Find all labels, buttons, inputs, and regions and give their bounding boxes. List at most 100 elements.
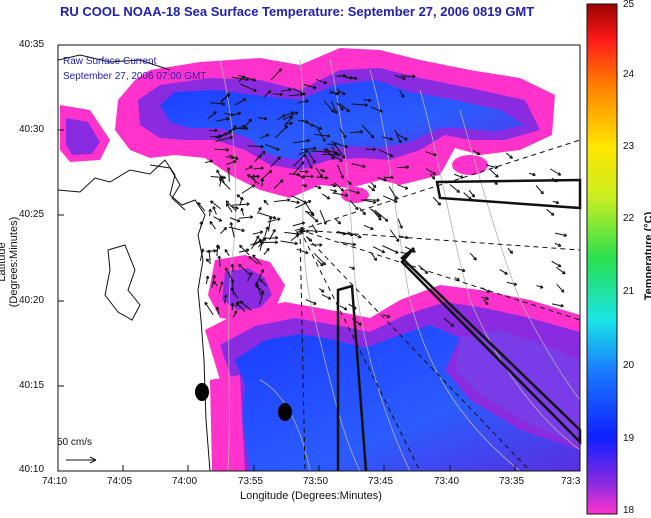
current-vector	[399, 89, 405, 98]
current-vector	[339, 103, 350, 112]
current-vector	[230, 222, 235, 238]
current-vector-head	[207, 275, 210, 279]
current-vector	[270, 156, 281, 168]
current-vector	[429, 173, 436, 180]
current-vector	[305, 299, 317, 305]
current-vector	[327, 152, 343, 162]
current-vector	[556, 283, 565, 293]
current-vector	[253, 167, 264, 170]
current-vector-head	[231, 287, 235, 290]
current-vector-head	[431, 177, 435, 180]
current-vector	[274, 125, 288, 139]
current-vector	[396, 166, 409, 169]
colorbar-tick: 24	[623, 69, 635, 80]
current-vector-head	[300, 93, 304, 97]
current-vector-head	[279, 94, 283, 97]
current-vector-head	[340, 108, 344, 111]
current-vector	[306, 149, 316, 164]
current-vector	[263, 248, 270, 256]
current-vector	[224, 267, 234, 282]
current-vector-head	[341, 156, 345, 159]
current-vector	[360, 199, 377, 203]
x-tick: 74:05	[107, 476, 133, 487]
current-vector	[370, 251, 377, 261]
current-vector-head	[324, 151, 328, 154]
current-vector	[316, 176, 329, 179]
current-vector-head	[412, 75, 416, 79]
current-vector	[316, 127, 326, 142]
current-vector	[296, 174, 305, 179]
current-vector	[247, 272, 253, 282]
current-vector	[234, 98, 247, 106]
current-vector-head	[305, 252, 309, 255]
current-vector	[315, 78, 327, 84]
current-vector-head	[372, 186, 377, 189]
current-vector-head	[362, 213, 366, 216]
current-vector	[554, 242, 562, 247]
current-vector-head	[313, 147, 317, 151]
current-vector-head	[260, 231, 264, 235]
current-vector-head	[368, 100, 372, 103]
current-vector	[555, 266, 566, 275]
current-vector-head	[267, 226, 269, 230]
current-vector	[398, 235, 409, 239]
current-vector	[349, 199, 359, 210]
current-vector-head	[252, 254, 256, 257]
current-vector-head	[246, 203, 250, 207]
current-vector	[505, 152, 513, 159]
current-vector	[332, 192, 349, 197]
current-vector	[404, 246, 416, 253]
current-vector	[374, 209, 389, 222]
current-vector	[235, 302, 246, 312]
current-vector	[268, 229, 276, 241]
current-vector	[506, 281, 517, 286]
current-vector	[218, 255, 221, 267]
current-vector-head	[289, 122, 293, 126]
current-vector-head	[245, 127, 249, 131]
current-vector	[469, 252, 477, 261]
current-vector-head	[260, 167, 264, 171]
current-vector	[239, 300, 252, 311]
current-vector	[244, 165, 253, 171]
current-vector-head	[302, 222, 306, 226]
current-vector	[238, 249, 250, 253]
current-vector	[218, 94, 230, 105]
current-vector-head	[256, 175, 260, 179]
current-vector-head	[513, 284, 517, 286]
current-vector	[238, 264, 251, 275]
current-vector-head	[337, 222, 341, 225]
current-vector-head	[456, 191, 460, 193]
current-vector	[449, 184, 460, 193]
current-vector-head	[241, 207, 244, 211]
current-vector	[284, 122, 293, 125]
colorbar-tick: 25	[623, 0, 635, 10]
current-vector	[351, 103, 368, 106]
current-vector	[216, 306, 220, 315]
current-vector-head	[268, 248, 270, 252]
current-vector-head	[229, 130, 232, 134]
x-tick: 74:00	[172, 476, 198, 487]
current-vector-head	[494, 183, 498, 185]
current-vector	[241, 208, 245, 216]
current-vector	[213, 216, 222, 222]
current-vector-head	[314, 220, 319, 223]
current-vector	[382, 245, 399, 254]
current-vector-head	[322, 139, 326, 142]
current-vector	[220, 227, 227, 234]
current-vector-head	[376, 199, 380, 203]
current-vector	[280, 240, 298, 245]
current-vector	[468, 189, 475, 198]
current-vector	[297, 119, 309, 123]
current-vector	[418, 264, 429, 274]
current-vector	[336, 231, 346, 235]
current-vector-head	[210, 200, 214, 202]
current-vector-head	[340, 176, 344, 179]
current-vector	[551, 260, 562, 268]
current-vector	[247, 174, 260, 185]
current-vector-head	[226, 200, 230, 203]
colorbar-label: Temperature (°C)	[643, 211, 651, 301]
current-vector	[216, 118, 230, 122]
current-vector	[252, 254, 263, 266]
current-vector	[256, 269, 264, 284]
current-vector-head	[283, 114, 286, 118]
